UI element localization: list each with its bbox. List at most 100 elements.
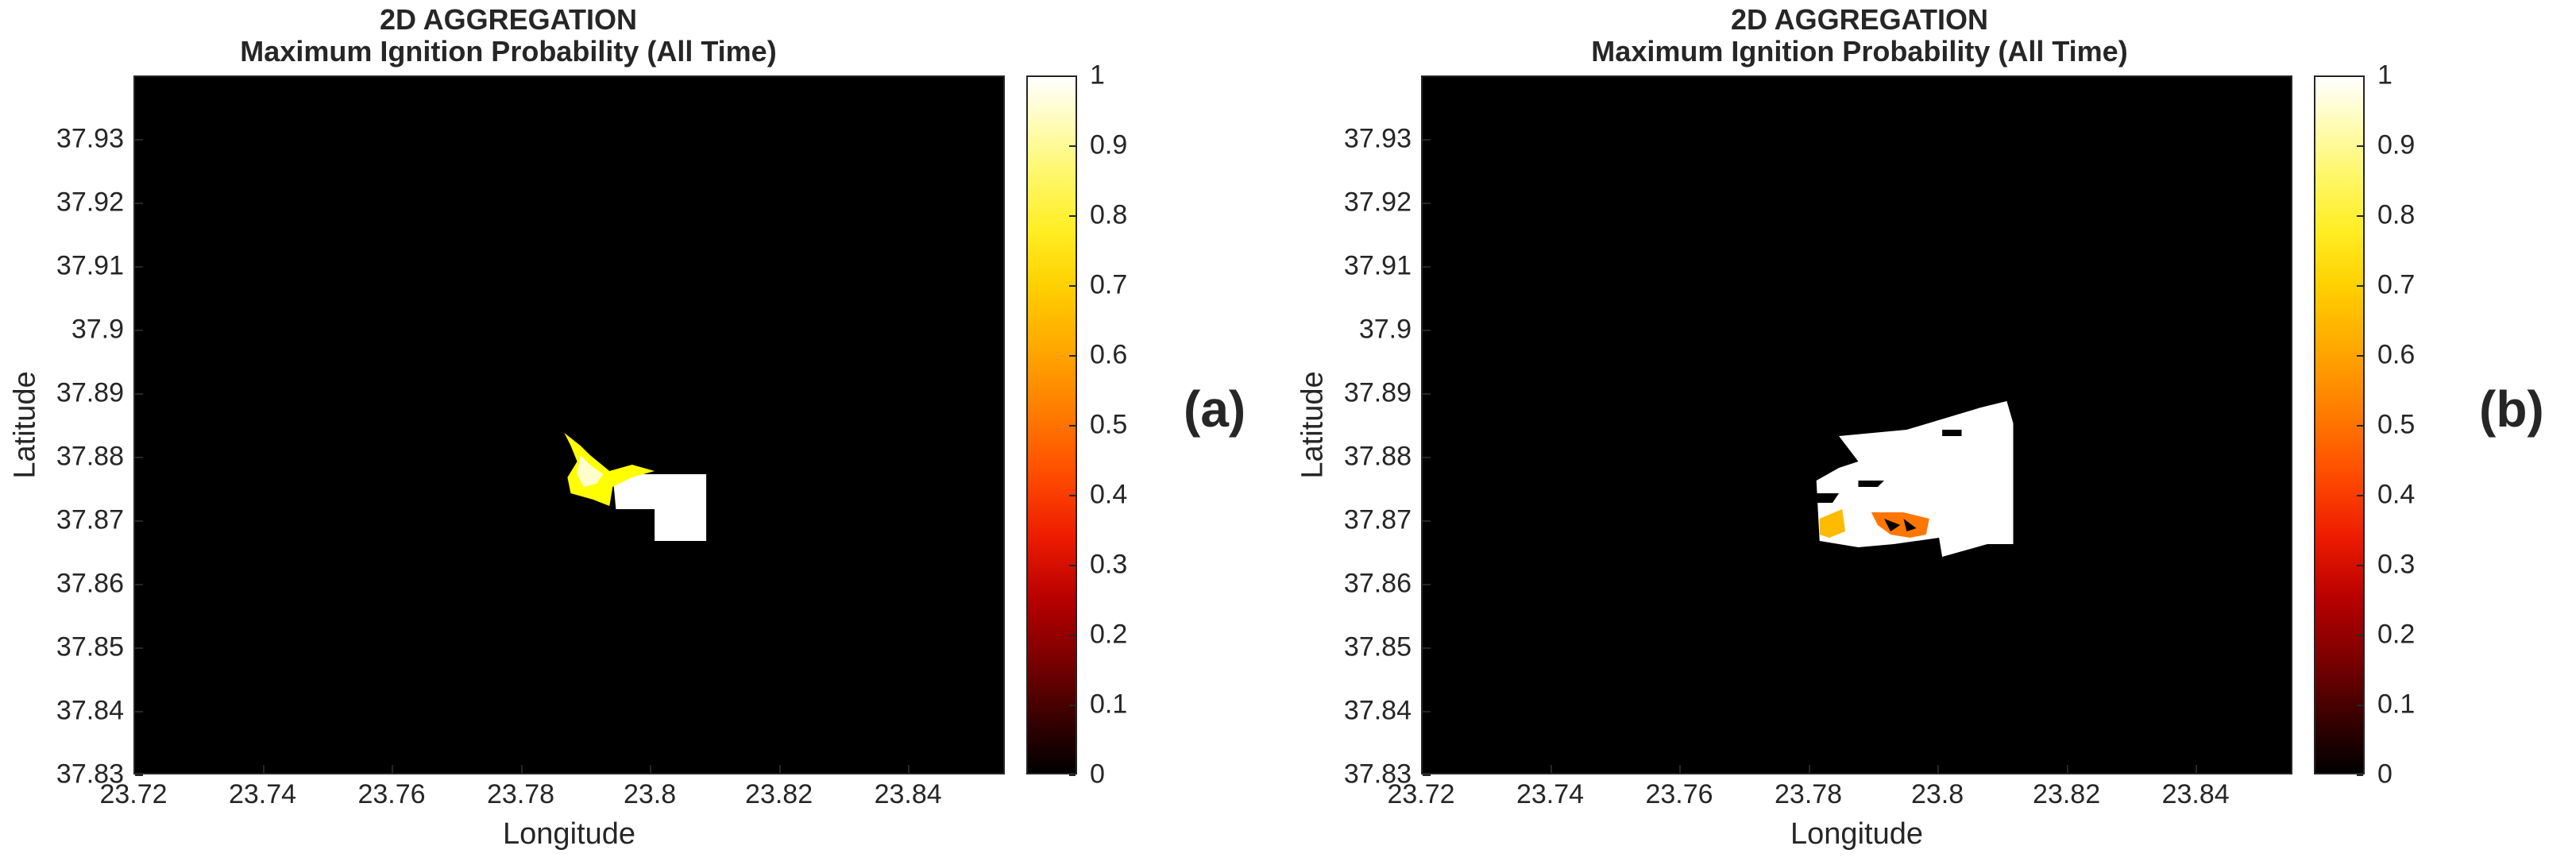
y-tick-mark: [1423, 647, 1431, 649]
heat-region-1: [1813, 493, 1840, 503]
colorbar-tick-label: 0.1: [2377, 689, 2416, 720]
y-tick-label: 37.91: [56, 250, 124, 281]
colorbar-tick-mark: [2357, 145, 2363, 147]
x-tick-label: 23.8: [1910, 779, 1964, 809]
colorbar-tick-label: 0.4: [1090, 479, 1128, 510]
colorbar-tick-label: 0.3: [1090, 549, 1128, 580]
y-tick-label: 37.93: [1343, 123, 1412, 154]
x-tick-mark: [1937, 765, 1940, 773]
colorbar-tick-label: 0.2: [2377, 619, 2416, 650]
colorbar-tick-mark: [2357, 425, 2363, 427]
colorbar-tick-mark: [2357, 565, 2363, 566]
y-tick-mark: [135, 330, 143, 331]
x-axis-label: Longitude: [503, 817, 635, 851]
y-tick-label: 37.9: [1358, 314, 1412, 345]
colorbar-tick-mark: [1069, 145, 1076, 147]
x-tick-label: 23.72: [99, 779, 168, 809]
y-axis-label: Latitude: [8, 371, 42, 479]
y-tick-label: 37.91: [1343, 250, 1412, 281]
colorbar-tick-label: 1: [2377, 60, 2393, 91]
colorbar-tick-label: 0.8: [2377, 199, 2416, 230]
x-tick-mark: [1550, 765, 1552, 773]
colorbar-tick-mark: [2357, 635, 2363, 636]
y-tick-mark: [1423, 711, 1431, 712]
y-tick-label: 37.88: [56, 441, 124, 472]
y-tick-label: 37.86: [1343, 568, 1412, 599]
heat-region-0: [612, 474, 707, 541]
colorbar-tick-mark: [1069, 635, 1076, 636]
x-tick-label: 23.78: [487, 779, 555, 809]
y-tick-label: 37.9: [71, 314, 124, 345]
y-tick-mark: [1423, 520, 1431, 522]
chart-title: 2D AGGREGATION: [1730, 3, 1989, 36]
y-tick-mark: [135, 266, 143, 268]
y-axis-label: Latitude: [1296, 371, 1330, 479]
y-tick-mark: [135, 393, 143, 395]
x-tick-label: 23.74: [1516, 779, 1585, 809]
y-tick-label: 37.89: [56, 377, 124, 408]
colorbar-tick-label: 0.7: [1090, 269, 1128, 300]
y-tick-label: 37.93: [56, 123, 124, 154]
y-tick-mark: [1423, 584, 1431, 585]
colorbar-tick-label: 0.6: [1090, 339, 1128, 370]
heat-region-7: [1942, 430, 1962, 436]
colorbar-tick-mark: [1069, 495, 1076, 496]
y-tick-mark: [1423, 457, 1431, 458]
x-tick-label: 23.76: [1645, 779, 1713, 809]
heat-region-1: [564, 433, 655, 506]
colorbar-tick-mark: [2357, 705, 2363, 706]
y-tick-mark: [1423, 393, 1431, 395]
y-tick-label: 37.87: [56, 504, 124, 535]
x-tick-mark: [520, 765, 523, 773]
colorbar: [1026, 75, 1077, 774]
colorbar-tick-mark: [2357, 285, 2363, 287]
x-tick-mark: [908, 765, 910, 773]
heat-region-5: [1884, 519, 1901, 531]
x-tick-label: 23.84: [874, 779, 942, 809]
heat-region-2: [1858, 481, 1884, 487]
chart-panel-b: 2D AGGREGATION Maximum Ignition Probabili…: [1288, 0, 2576, 865]
plot-area: [1421, 75, 2292, 774]
y-tick-label: 37.88: [1343, 441, 1412, 472]
y-tick-label: 37.83: [1343, 759, 1412, 790]
y-tick-label: 37.86: [56, 568, 124, 599]
colorbar-tick-mark: [2357, 355, 2363, 357]
colorbar-tick-mark: [1069, 774, 1076, 776]
chart-panel-a: 2D AGGREGATION Maximum Ignition Probabili…: [8, 3, 1246, 851]
colorbar-tick-label: 0.1: [1090, 689, 1128, 720]
x-tick-mark: [2066, 765, 2068, 773]
y-tick-mark: [135, 711, 143, 712]
chart-subtitle: Maximum Ignition Probability (All Time): [240, 35, 777, 68]
colorbar-tick-label: 0: [2377, 759, 2393, 790]
colorbar-tick-mark: [1069, 75, 1076, 77]
colorbar-tick-mark: [2357, 495, 2363, 496]
heat-region-4: [1871, 512, 1929, 538]
colorbar-tick-mark: [1069, 355, 1076, 357]
y-tick-mark: [1423, 330, 1431, 331]
x-tick-mark: [133, 765, 135, 773]
y-tick-mark: [135, 203, 143, 204]
panel-label: (a): [1184, 380, 1246, 438]
colorbar-tick-label: 0.6: [2377, 339, 2416, 370]
colorbar-tick-label: 0.7: [2377, 269, 2416, 300]
colorbar-tick-mark: [1069, 215, 1076, 217]
colorbar-tick-label: 0.3: [2377, 549, 2416, 580]
heatmap-surface: [1813, 401, 2014, 557]
x-tick-label: 23.72: [1387, 779, 1455, 809]
colorbar-tick-label: 0.8: [1090, 199, 1128, 230]
colorbar-tick-label: 0.5: [1090, 409, 1128, 440]
y-tick-mark: [1423, 203, 1431, 204]
plot-area: [133, 75, 1005, 774]
heatmap-surface: [564, 433, 707, 541]
x-tick-mark: [1808, 765, 1810, 773]
x-tick-label: 23.82: [2033, 779, 2101, 809]
heat-region-6: [1903, 519, 1917, 531]
heat-region-3: [1819, 509, 1846, 538]
colorbar-tick-label: 0.5: [2377, 409, 2416, 440]
x-tick-label: 23.8: [623, 779, 677, 809]
colorbar-tick-mark: [1069, 565, 1076, 566]
colorbar-tick-mark: [2357, 774, 2363, 776]
y-tick-mark: [135, 139, 143, 141]
y-tick-mark: [135, 647, 143, 649]
x-tick-label: 23.74: [228, 779, 297, 809]
